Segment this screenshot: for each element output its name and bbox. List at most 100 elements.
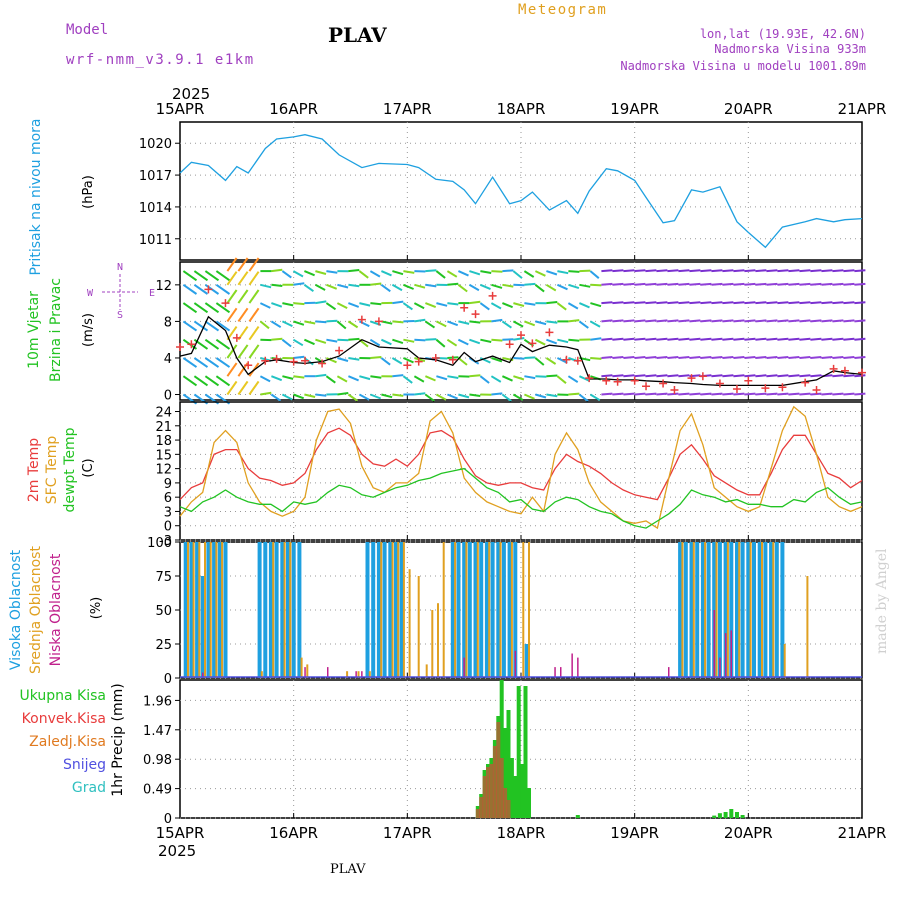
wind-arrow: [237, 380, 249, 396]
lonlat-label: lon,lat (19.93E, 42.6N): [700, 27, 866, 41]
gust-marker: [687, 374, 696, 383]
cloud-ylabel-2: Srednja Oblacnost: [28, 546, 44, 674]
wind-arrow: [843, 319, 855, 323]
wind-arrow: [524, 356, 536, 359]
wind-arrow: [380, 357, 391, 366]
precip-legend-item: Ukupna Kisa: [19, 688, 106, 704]
wind-arrow: [271, 302, 283, 308]
cloud-low-bar: [304, 667, 306, 678]
wind-arrow: [744, 356, 756, 359]
rain-conv-bar: [482, 776, 487, 818]
wind-arrow: [545, 283, 557, 292]
wind-arrow: [314, 283, 326, 291]
y-tick-label: -3: [159, 534, 172, 549]
cloud-high-bar: [206, 542, 211, 678]
wind-arrow: [546, 270, 558, 276]
gust-marker: [659, 379, 668, 388]
wind-arrow: [193, 375, 209, 387]
wind-arrow: [832, 356, 844, 359]
wind-arrow: [513, 357, 525, 360]
rain-conv-bar: [479, 797, 484, 818]
cloud-mid-bar: [442, 542, 445, 678]
wind-arrow: [733, 337, 745, 341]
cloud-high-bar: [223, 542, 228, 678]
y-tick-label: 1014: [139, 201, 172, 216]
cloud-high-bar: [212, 542, 217, 678]
wind-arrow: [292, 270, 304, 278]
gust-marker: [840, 366, 849, 375]
cloud-unit: (%): [89, 597, 104, 620]
wind-arrow: [821, 319, 833, 323]
wind-arrow: [612, 356, 624, 359]
wind-arrow: [722, 301, 734, 305]
cloud-mid-bar: [300, 657, 303, 678]
wind-arrow: [348, 375, 359, 382]
wind-arrow: [755, 392, 767, 396]
wind-arrow: [392, 320, 404, 324]
wind-ylabel-1: 10m Vjetar: [26, 291, 42, 369]
cloud-mid-bar: [289, 542, 292, 678]
wind-arrow: [667, 301, 679, 305]
wind-arrow: [777, 337, 789, 341]
wind-arrow: [722, 374, 734, 378]
wind-arrow: [854, 301, 866, 305]
wind-arrow: [832, 282, 844, 286]
wind-arrow: [359, 375, 371, 381]
rain-total-bar: [509, 758, 514, 818]
wind-arrow: [215, 283, 231, 295]
cloud-low-bar: [202, 672, 204, 678]
wind-arrow: [447, 320, 459, 327]
wind-arrow: [326, 319, 338, 323]
rain-conv-bar: [492, 746, 497, 818]
wind-arrow: [645, 374, 657, 378]
wind-arrow: [315, 373, 327, 378]
gust-marker: [528, 339, 537, 348]
wind-arrow: [326, 283, 338, 290]
wind-arrow: [303, 283, 314, 293]
wind-arrow: [722, 392, 734, 396]
rain-total-bar: [575, 815, 580, 818]
wind-arrow: [645, 319, 657, 323]
wind-arrow: [193, 270, 209, 282]
station-title: PLAV: [328, 23, 387, 47]
wind-arrow: [282, 302, 294, 307]
cloud-mid-bar: [522, 542, 525, 678]
rain-total-bar: [513, 776, 518, 818]
wind-arrow: [854, 392, 866, 396]
cloud-low-bar: [554, 667, 556, 678]
y-tick-label: 12: [155, 463, 172, 478]
wind-arrow: [259, 320, 270, 330]
wind-arrow: [502, 269, 514, 273]
wind-arrow: [425, 269, 437, 273]
day-tick-label-top: 17APR: [383, 100, 432, 118]
wind-arrow: [634, 319, 646, 323]
wind-arrow: [589, 393, 601, 402]
wind-arrow: [524, 302, 536, 306]
wind-arrow: [810, 337, 822, 341]
wind-arrow: [634, 337, 646, 341]
model-name: wrf-nmm_v3.9.1 e1km: [66, 52, 255, 68]
precip-legend-item: Snijeg: [63, 757, 106, 773]
wind-arrow: [799, 356, 811, 359]
wind-arrow: [612, 301, 624, 305]
y-tick-label: 100: [147, 536, 172, 551]
model-label: Model: [66, 22, 108, 38]
cloud-mid-bar: [368, 671, 371, 678]
wind-arrow: [777, 356, 789, 359]
wind-arrow: [601, 337, 613, 341]
wind-arrow: [226, 289, 238, 304]
wind-arrow: [567, 302, 579, 310]
gust-marker: [829, 364, 838, 373]
wind-arrow: [226, 257, 238, 272]
wind-arrow: [634, 301, 646, 305]
wind-arrow: [678, 319, 690, 323]
gust-marker: [272, 354, 281, 363]
wind-arrow: [590, 357, 602, 360]
wind-arrow: [589, 270, 600, 279]
wind-arrow: [656, 337, 668, 341]
gust-marker: [585, 374, 594, 383]
elevation-label: Nadmorska Visina 933m: [714, 42, 866, 56]
wind-arrow: [468, 283, 480, 292]
wind-arrow: [226, 362, 238, 377]
cloud-high-bar: [479, 542, 484, 678]
